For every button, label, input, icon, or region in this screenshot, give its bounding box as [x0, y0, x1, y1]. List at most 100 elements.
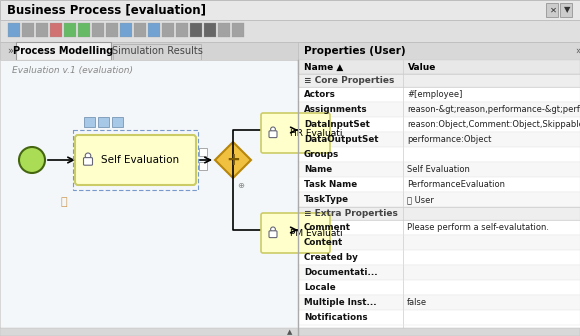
Text: HR Evaluati: HR Evaluati [290, 128, 343, 137]
FancyBboxPatch shape [560, 3, 572, 17]
Text: ≡ Core Properties: ≡ Core Properties [304, 76, 394, 85]
Text: Value: Value [408, 62, 436, 72]
Text: Multiple Inst...: Multiple Inst... [304, 298, 376, 307]
Text: 🔧: 🔧 [61, 197, 67, 207]
FancyBboxPatch shape [298, 60, 580, 328]
FancyBboxPatch shape [16, 42, 111, 60]
FancyBboxPatch shape [298, 102, 580, 117]
FancyBboxPatch shape [269, 131, 277, 138]
FancyBboxPatch shape [298, 60, 580, 74]
FancyBboxPatch shape [298, 220, 580, 235]
Text: Content: Content [304, 238, 343, 247]
FancyBboxPatch shape [106, 23, 118, 37]
FancyBboxPatch shape [176, 23, 188, 37]
Text: Groups: Groups [304, 150, 339, 159]
FancyBboxPatch shape [113, 44, 201, 60]
FancyBboxPatch shape [190, 23, 202, 37]
Circle shape [19, 147, 45, 173]
FancyBboxPatch shape [134, 23, 146, 37]
FancyBboxPatch shape [0, 42, 580, 60]
Circle shape [85, 153, 91, 159]
Text: Evaluation v.1 (evaluation): Evaluation v.1 (evaluation) [12, 66, 133, 75]
Text: Business Process [evaluation]: Business Process [evaluation] [7, 3, 206, 16]
Text: Simulation Results: Simulation Results [111, 46, 202, 56]
Text: »: » [7, 46, 13, 56]
FancyBboxPatch shape [0, 328, 580, 336]
Text: #[employee]: #[employee] [407, 90, 462, 99]
Text: reason:Object,Comment:Object,Skippable:Object: reason:Object,Comment:Object,Skippable:O… [407, 120, 580, 129]
FancyBboxPatch shape [298, 280, 580, 295]
Text: Comment: Comment [304, 223, 351, 232]
Text: ✕: ✕ [549, 5, 556, 14]
Text: »: » [575, 46, 580, 56]
FancyBboxPatch shape [0, 60, 298, 328]
Text: Notifications: Notifications [304, 313, 368, 322]
FancyBboxPatch shape [298, 177, 580, 192]
Text: Please perform a self-evalutation.: Please perform a self-evalutation. [407, 223, 549, 232]
FancyBboxPatch shape [98, 117, 109, 127]
Circle shape [271, 127, 276, 132]
FancyBboxPatch shape [218, 23, 230, 37]
Text: Assignments: Assignments [304, 105, 368, 114]
Text: 👤 User: 👤 User [407, 195, 434, 204]
Text: Locale: Locale [304, 283, 336, 292]
FancyBboxPatch shape [75, 135, 196, 185]
FancyBboxPatch shape [22, 23, 34, 37]
Text: PerformanceEvaluation: PerformanceEvaluation [407, 180, 505, 189]
FancyBboxPatch shape [204, 23, 216, 37]
FancyBboxPatch shape [199, 148, 207, 156]
Text: performance:Object: performance:Object [407, 135, 491, 144]
FancyBboxPatch shape [92, 23, 104, 37]
Text: TaskType: TaskType [304, 195, 349, 204]
FancyBboxPatch shape [546, 3, 558, 17]
FancyBboxPatch shape [298, 132, 580, 147]
FancyBboxPatch shape [84, 158, 92, 165]
FancyBboxPatch shape [298, 147, 580, 162]
Text: PM Evaluati: PM Evaluati [290, 228, 343, 238]
Text: +: + [226, 151, 240, 169]
FancyBboxPatch shape [261, 213, 330, 253]
Text: ▼: ▼ [564, 5, 570, 14]
FancyBboxPatch shape [50, 23, 62, 37]
FancyBboxPatch shape [298, 162, 580, 177]
FancyBboxPatch shape [298, 87, 580, 102]
Text: ▲: ▲ [287, 329, 293, 335]
Text: Process Modelling: Process Modelling [13, 46, 113, 56]
FancyBboxPatch shape [199, 162, 207, 170]
Text: false: false [407, 298, 427, 307]
Text: Created by: Created by [304, 253, 358, 262]
Text: ≡ Extra Properties: ≡ Extra Properties [304, 209, 398, 218]
FancyBboxPatch shape [269, 231, 277, 238]
FancyBboxPatch shape [298, 295, 580, 310]
FancyBboxPatch shape [0, 0, 580, 20]
Text: ⊕: ⊕ [237, 181, 245, 191]
FancyBboxPatch shape [112, 117, 123, 127]
FancyBboxPatch shape [298, 117, 580, 132]
FancyBboxPatch shape [84, 117, 95, 127]
Circle shape [271, 227, 276, 232]
Text: Actors: Actors [304, 90, 336, 99]
Text: Self Evaluation: Self Evaluation [407, 165, 470, 174]
Text: DataInputSet: DataInputSet [304, 120, 370, 129]
FancyBboxPatch shape [64, 23, 76, 37]
FancyBboxPatch shape [0, 20, 580, 42]
Text: Documentati...: Documentati... [304, 268, 378, 277]
FancyBboxPatch shape [298, 74, 580, 87]
FancyBboxPatch shape [298, 207, 580, 220]
FancyBboxPatch shape [8, 23, 20, 37]
FancyBboxPatch shape [298, 42, 580, 60]
Polygon shape [215, 142, 251, 178]
FancyBboxPatch shape [36, 23, 48, 37]
Text: DataOutputSet: DataOutputSet [304, 135, 379, 144]
FancyBboxPatch shape [120, 23, 132, 37]
FancyBboxPatch shape [298, 310, 580, 325]
Text: Name: Name [304, 165, 332, 174]
FancyBboxPatch shape [261, 113, 330, 153]
FancyBboxPatch shape [78, 23, 90, 37]
Text: reason-&gt;reason,performance-&gt;performance: reason-&gt;reason,performance-&gt;perfor… [407, 105, 580, 114]
FancyBboxPatch shape [298, 192, 580, 207]
FancyBboxPatch shape [298, 235, 580, 250]
FancyBboxPatch shape [298, 265, 580, 280]
FancyBboxPatch shape [148, 23, 160, 37]
Text: Self Evaluation: Self Evaluation [102, 155, 180, 165]
